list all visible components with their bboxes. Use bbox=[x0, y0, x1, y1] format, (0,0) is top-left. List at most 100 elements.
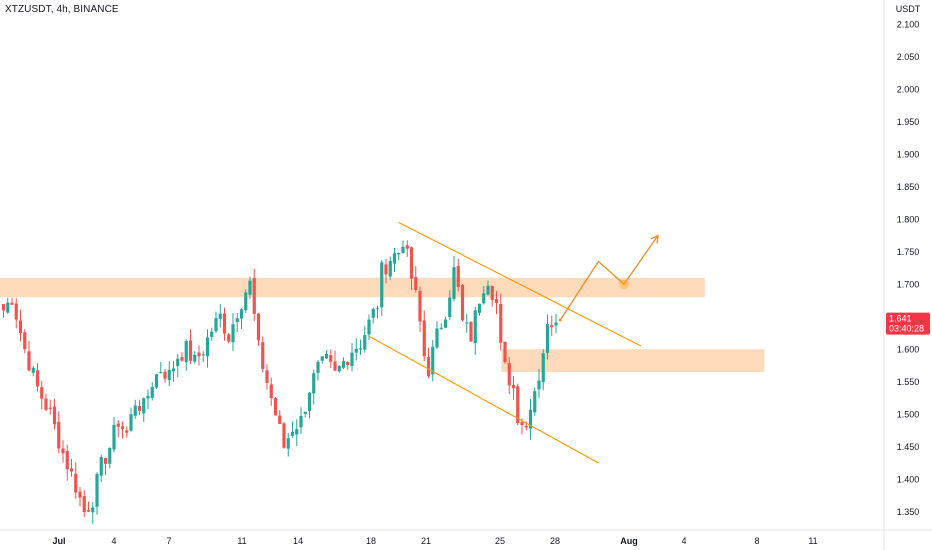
candle-body bbox=[397, 252, 401, 255]
candle-body bbox=[550, 325, 554, 328]
candle-body bbox=[346, 362, 350, 366]
candle-body bbox=[10, 302, 14, 305]
candle bbox=[210, 327, 214, 341]
candle bbox=[142, 397, 146, 423]
candle bbox=[193, 351, 197, 364]
candle bbox=[537, 368, 541, 399]
candle bbox=[137, 400, 142, 415]
time-tick-label: 11 bbox=[808, 536, 817, 546]
time-tick-label: 4 bbox=[681, 536, 686, 546]
candle-body bbox=[159, 372, 163, 374]
price-tick-label: 1.450 bbox=[897, 442, 920, 452]
candle bbox=[205, 329, 210, 368]
projection-pivot-marker bbox=[619, 279, 629, 290]
candle bbox=[176, 354, 180, 378]
candle bbox=[40, 380, 44, 410]
candle-body bbox=[99, 457, 103, 476]
candle-body bbox=[23, 332, 27, 350]
candle-body bbox=[473, 310, 477, 344]
candle-body bbox=[452, 267, 456, 299]
candle bbox=[426, 347, 431, 379]
candle-body bbox=[273, 398, 278, 416]
price-tick-label: 1.850 bbox=[897, 182, 920, 192]
candle-body bbox=[494, 299, 499, 304]
candle bbox=[316, 360, 320, 381]
price-tick-label: 1.900 bbox=[897, 149, 920, 159]
candle-body bbox=[278, 415, 282, 424]
candle bbox=[265, 364, 269, 390]
support-resistance-zones bbox=[0, 277, 765, 372]
candle-body bbox=[545, 324, 550, 353]
candle bbox=[431, 340, 435, 382]
candle bbox=[35, 363, 40, 392]
candle bbox=[448, 290, 452, 320]
candle bbox=[503, 341, 507, 364]
candle-body bbox=[40, 387, 44, 399]
candle-body bbox=[180, 357, 184, 361]
last-price-badge bbox=[886, 312, 930, 335]
candle bbox=[86, 501, 91, 513]
candle bbox=[197, 345, 201, 366]
candle-body bbox=[137, 406, 142, 411]
candle bbox=[554, 313, 558, 334]
price-tick-label: 2.000 bbox=[897, 84, 920, 94]
candle-body bbox=[516, 386, 520, 423]
candle bbox=[452, 256, 456, 302]
candle-body bbox=[176, 358, 180, 367]
candle bbox=[384, 259, 388, 284]
candle-body bbox=[265, 370, 269, 383]
candle-body bbox=[375, 308, 380, 310]
candle bbox=[282, 422, 286, 449]
candle-body bbox=[307, 392, 312, 412]
candle-body bbox=[154, 374, 159, 388]
candle bbox=[14, 298, 18, 329]
candle bbox=[465, 313, 469, 333]
price-tick-label: 1.500 bbox=[897, 409, 920, 419]
candle-body bbox=[235, 318, 239, 323]
candle bbox=[74, 462, 78, 499]
candle-body bbox=[460, 285, 465, 321]
candle bbox=[511, 375, 516, 400]
candle bbox=[227, 333, 231, 344]
candle bbox=[337, 365, 341, 373]
candle-body bbox=[108, 447, 112, 464]
candle bbox=[214, 311, 218, 333]
candle bbox=[460, 284, 465, 322]
candle-body bbox=[426, 356, 431, 377]
candle bbox=[418, 286, 422, 333]
candle-body bbox=[256, 313, 261, 341]
candle-body bbox=[312, 373, 316, 394]
candle bbox=[18, 309, 23, 342]
candle-body bbox=[61, 448, 65, 454]
candle-body bbox=[6, 302, 10, 313]
candle bbox=[295, 419, 299, 447]
candle-body bbox=[222, 313, 227, 334]
candle-body bbox=[14, 303, 18, 320]
candle bbox=[61, 440, 65, 463]
candle-body bbox=[482, 293, 486, 304]
candle-body bbox=[193, 354, 197, 362]
time-tick-label: 11 bbox=[237, 536, 246, 546]
candle bbox=[469, 321, 473, 342]
candle-body bbox=[499, 304, 503, 343]
candle bbox=[125, 426, 129, 438]
candle-body bbox=[405, 245, 409, 249]
candle-body bbox=[227, 334, 231, 342]
candle bbox=[482, 286, 486, 305]
candle-body bbox=[65, 451, 69, 470]
candle-body bbox=[167, 369, 171, 381]
candle bbox=[490, 285, 494, 307]
time-tick-label: 28 bbox=[550, 536, 560, 546]
candle bbox=[273, 397, 278, 416]
trendline bbox=[398, 222, 642, 347]
candle-body bbox=[142, 398, 146, 414]
candle-body bbox=[337, 366, 341, 372]
time-tick-label: Jul bbox=[52, 536, 65, 546]
candle-body bbox=[35, 370, 40, 387]
candle bbox=[303, 411, 307, 418]
candle bbox=[99, 454, 103, 482]
candle bbox=[10, 297, 14, 305]
candle-body bbox=[448, 297, 452, 318]
candle-body bbox=[528, 409, 533, 429]
